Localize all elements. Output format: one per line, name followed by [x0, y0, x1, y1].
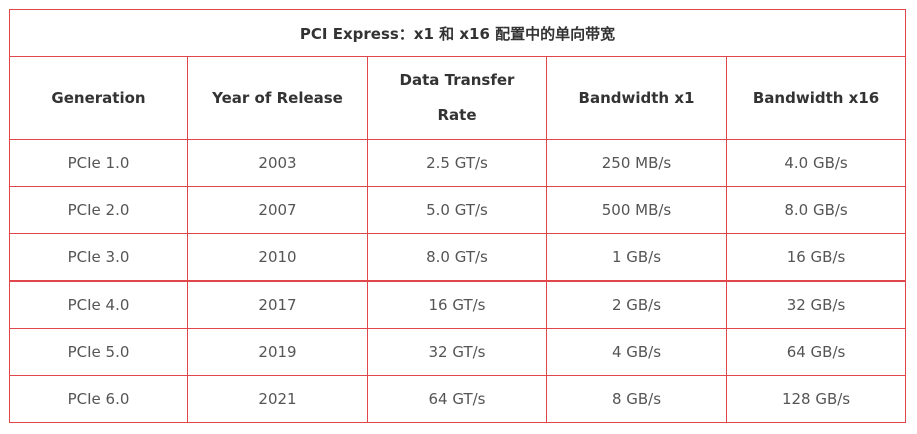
cell-year: 2007 [187, 186, 368, 234]
cell-generation: PCIe 1.0 [9, 139, 188, 187]
cell-generation: PCIe 6.0 [9, 375, 188, 423]
cell-bandwidth-x16: 32 GB/s [725, 280, 907, 329]
cell-year: 2017 [187, 280, 368, 329]
column-header-generation: Generation [9, 56, 188, 140]
column-header-bandwidth-x16: Bandwidth x16 [725, 56, 907, 140]
cell-bandwidth-x16: 64 GB/s [725, 328, 907, 376]
table-title: PCI Express：x1 和 x16 配置中的单向带宽 [8, 9, 907, 57]
cell-transfer-rate: 2.5 GT/s [367, 139, 547, 187]
table-row: PCIe 3.0 2010 8.0 GT/s 1 GB/s 16 GB/s [9, 233, 907, 282]
cell-bandwidth-x1: 2 GB/s [546, 280, 727, 329]
cell-bandwidth-x16: 128 GB/s [725, 375, 907, 423]
table-row: PCIe 1.0 2003 2.5 GT/s 250 MB/s 4.0 GB/s [9, 139, 907, 187]
cell-generation: PCIe 3.0 [9, 233, 188, 282]
cell-year: 2021 [187, 375, 368, 423]
cell-bandwidth-x16: 16 GB/s [725, 233, 907, 282]
cell-generation: PCIe 5.0 [9, 328, 188, 376]
column-header-bandwidth-x1: Bandwidth x1 [546, 56, 727, 140]
data-transfer-rate-label: Data Transfer Rate [399, 71, 515, 124]
column-header-data-transfer-rate: Data Transfer Rate [367, 56, 547, 140]
cell-bandwidth-x1: 8 GB/s [546, 375, 727, 423]
cell-year: 2010 [187, 233, 368, 282]
header-row: Generation Year of Release Data Transfer… [9, 56, 907, 140]
table-row: PCIe 4.0 2017 16 GT/s 2 GB/s 32 GB/s [9, 280, 907, 329]
table-container: PCI Express：x1 和 x16 配置中的单向带宽 Generation… [8, 9, 907, 423]
cell-bandwidth-x16: 8.0 GB/s [725, 186, 907, 234]
cell-bandwidth-x1: 4 GB/s [546, 328, 727, 376]
cell-year: 2003 [187, 139, 368, 187]
cell-bandwidth-x16: 4.0 GB/s [725, 139, 907, 187]
table-row: PCIe 2.0 2007 5.0 GT/s 500 MB/s 8.0 GB/s [9, 186, 907, 234]
cell-transfer-rate: 5.0 GT/s [367, 186, 547, 234]
cell-bandwidth-x1: 250 MB/s [546, 139, 727, 187]
cell-transfer-rate: 32 GT/s [367, 328, 547, 376]
cell-year: 2019 [187, 328, 368, 376]
table-row: PCIe 6.0 2021 64 GT/s 8 GB/s 128 GB/s [9, 375, 907, 423]
cell-transfer-rate: 16 GT/s [367, 280, 547, 329]
column-header-year: Year of Release [187, 56, 368, 140]
cell-transfer-rate: 64 GT/s [367, 375, 547, 423]
cell-bandwidth-x1: 500 MB/s [546, 186, 727, 234]
table-row: PCIe 5.0 2019 32 GT/s 4 GB/s 64 GB/s [9, 328, 907, 376]
cell-transfer-rate: 8.0 GT/s [367, 233, 547, 282]
cell-generation: PCIe 4.0 [9, 280, 188, 329]
pcie-bandwidth-table: PCI Express：x1 和 x16 配置中的单向带宽 Generation… [8, 9, 907, 423]
cell-bandwidth-x1: 1 GB/s [546, 233, 727, 282]
cell-generation: PCIe 2.0 [9, 186, 188, 234]
